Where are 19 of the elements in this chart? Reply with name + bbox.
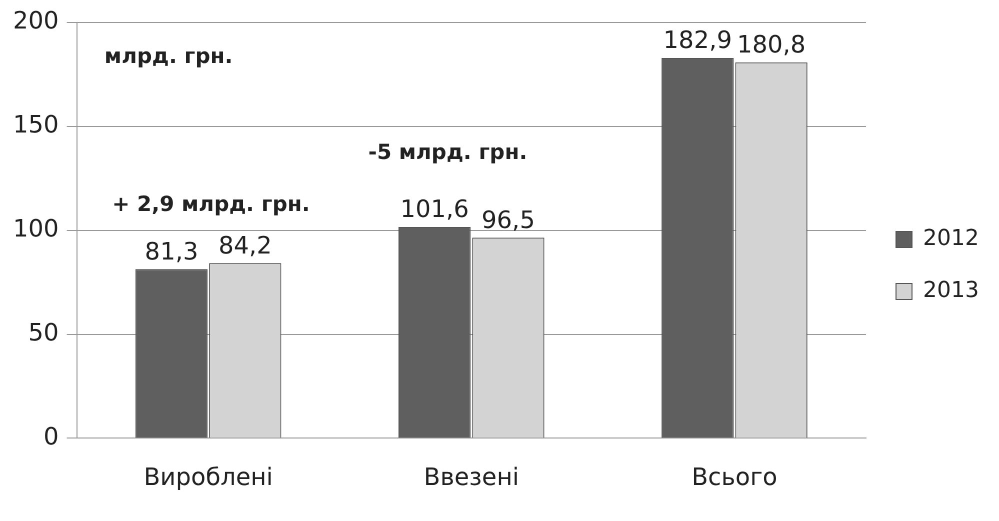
y-tick-label: 50 [28,318,59,346]
y-tick-label: 0 [44,422,59,450]
data-label: 81,3 [144,237,198,266]
legend-label: 2012 [923,226,980,252]
data-label: 101,6 [400,195,469,224]
data-label: 180,8 [736,30,806,59]
y-tick-label: 100 [12,214,59,243]
x-tick-label: Вироблені [144,462,273,491]
data-label: 96,5 [482,206,535,234]
legend-label: 2013 [923,278,980,304]
data-label: 84,2 [218,231,272,260]
annotation: млрд. грн. [104,44,233,68]
y-tick-label: 200 [12,6,59,35]
y-tick-label: 150 [12,110,59,139]
x-tick-label: Ввезені [424,462,520,491]
x-tick-label: Всього [692,462,778,491]
annotation: + 2,9 млрд. грн. [112,192,310,216]
annotation: -5 млрд. грн. [368,140,528,164]
data-label: 182,9 [663,26,732,54]
